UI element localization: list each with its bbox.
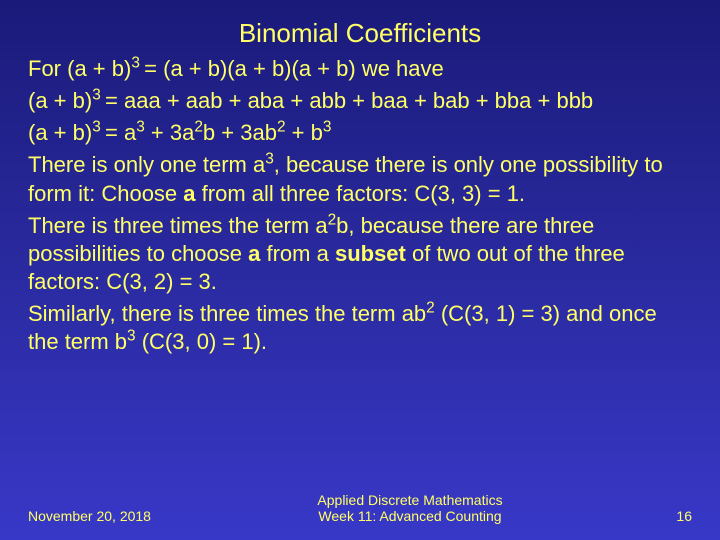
text: There is three times the term a [28, 213, 328, 238]
slide: Binomial Coefficients For (a + b)3 = (a … [0, 0, 720, 540]
slide-title: Binomial Coefficients [28, 18, 692, 49]
superscript: 2 [426, 300, 435, 317]
text: from a [260, 241, 335, 266]
footer-date: November 20, 2018 [28, 508, 188, 524]
footer-page: 16 [632, 508, 692, 524]
superscript: 2 [328, 211, 337, 228]
line-3: (a + b)3 = a3 + 3a2b + 3ab2 + b3 [28, 119, 692, 147]
superscript: 3 [92, 87, 105, 104]
line-5: There is three times the term a2b, becau… [28, 212, 692, 296]
text: = a [105, 120, 136, 145]
text: + b [286, 120, 323, 145]
superscript: 3 [136, 119, 145, 136]
text: b + 3ab [203, 120, 277, 145]
text: Similarly, there is three times the term… [28, 301, 426, 326]
text: (a + b) [28, 120, 92, 145]
text: = (a + b)(a + b)(a + b) we have [144, 56, 444, 81]
superscript: 3 [127, 328, 136, 345]
footer-course: Applied Discrete Mathematics Week 11: Ad… [188, 492, 632, 524]
text: (a + b) [28, 88, 92, 113]
line-6: Similarly, there is three times the term… [28, 300, 692, 356]
bold-text: subset [335, 241, 406, 266]
superscript: 2 [194, 119, 203, 136]
footer-course-line1: Applied Discrete Mathematics [317, 492, 502, 508]
superscript: 3 [92, 119, 105, 136]
slide-body: For (a + b)3 = (a + b)(a + b)(a + b) we … [28, 55, 692, 486]
superscript: 3 [323, 119, 332, 136]
slide-footer: November 20, 2018 Applied Discrete Mathe… [28, 486, 692, 530]
text: For (a + b) [28, 56, 131, 81]
text: There is only one term a [28, 152, 265, 177]
footer-course-line2: Week 11: Advanced Counting [318, 508, 501, 524]
text: = aaa + aab + aba + abb + baa + bab + bb… [105, 88, 593, 113]
line-1: For (a + b)3 = (a + b)(a + b)(a + b) we … [28, 55, 692, 83]
text: from all three factors: C(3, 3) = 1. [196, 181, 526, 206]
superscript: 3 [265, 151, 274, 168]
superscript: 2 [277, 119, 286, 136]
text: (C(3, 0) = 1). [136, 329, 267, 354]
line-4: There is only one term a3, because there… [28, 151, 692, 207]
line-2: (a + b)3 = aaa + aab + aba + abb + baa +… [28, 87, 692, 115]
bold-text: a [183, 181, 195, 206]
bold-text: a [248, 241, 260, 266]
text: + 3a [145, 120, 195, 145]
superscript: 3 [131, 55, 144, 72]
